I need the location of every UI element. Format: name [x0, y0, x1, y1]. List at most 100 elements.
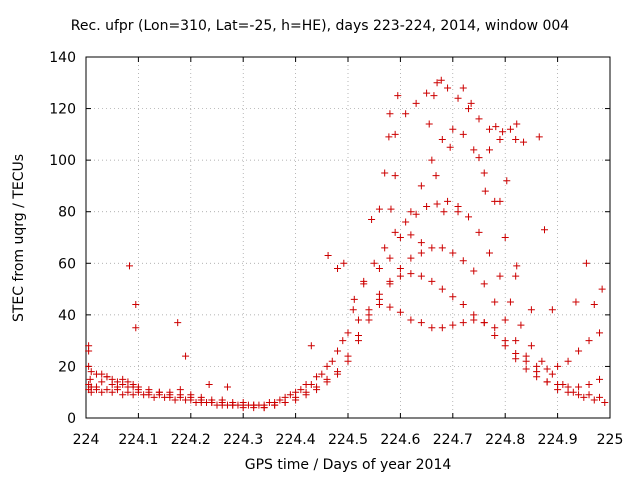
data-point — [381, 244, 389, 252]
data-point — [307, 342, 315, 350]
data-point — [417, 239, 425, 247]
data-point — [134, 388, 142, 396]
data-point — [501, 342, 509, 350]
data-point — [281, 399, 289, 407]
x-tick-label: 224.2 — [171, 432, 211, 448]
y-tick-label: 100 — [49, 153, 76, 169]
data-point — [260, 404, 268, 412]
data-point — [454, 94, 462, 102]
data-point — [205, 380, 213, 388]
data-point — [155, 391, 163, 399]
data-point — [470, 267, 478, 275]
data-point — [590, 301, 598, 309]
data-point — [349, 306, 357, 314]
data-point — [449, 293, 457, 301]
data-point — [412, 99, 420, 107]
data-point — [520, 138, 528, 146]
data-point — [572, 298, 580, 306]
y-tick-labels: 0 20 40 60 80 100 120 140 — [49, 50, 76, 427]
data-point — [365, 316, 373, 324]
data-point — [459, 301, 467, 309]
data-point — [543, 365, 551, 373]
data-point — [302, 391, 310, 399]
chart-title: Rec. ufpr (Lon=310, Lat=-25, h=HE), days… — [70, 18, 570, 34]
data-point — [522, 352, 530, 360]
data-point — [543, 378, 551, 386]
data-point — [440, 208, 448, 216]
x-tick-label: 225 — [597, 432, 624, 448]
data-point — [513, 120, 521, 128]
data-point — [417, 249, 425, 257]
data-point — [98, 388, 106, 396]
data-point — [533, 368, 541, 376]
data-point — [428, 156, 436, 164]
data-point — [585, 391, 593, 399]
data-point — [485, 146, 493, 154]
data-point — [492, 123, 500, 131]
y-tick-label: 140 — [49, 50, 76, 66]
data-point — [512, 272, 520, 280]
data-point — [501, 316, 509, 324]
data-point — [582, 259, 590, 267]
data-point — [527, 306, 535, 314]
data-point — [182, 352, 190, 360]
data-point — [255, 401, 263, 409]
data-point — [496, 272, 504, 280]
data-point — [470, 311, 478, 319]
data-point — [512, 355, 520, 363]
data-point — [171, 396, 179, 404]
data-point — [223, 401, 231, 409]
data-point — [585, 337, 593, 345]
data-point — [517, 321, 525, 329]
data-point — [396, 234, 404, 241]
data-point — [465, 105, 473, 113]
y-tick-label: 0 — [67, 411, 76, 427]
data-point — [98, 378, 106, 386]
data-point — [354, 337, 362, 345]
data-point — [590, 396, 598, 404]
x-tick-label: 224.5 — [328, 432, 368, 448]
data-point — [437, 76, 445, 84]
data-point — [596, 329, 604, 337]
data-point — [87, 368, 95, 376]
data-point — [98, 370, 106, 378]
data-point — [250, 404, 258, 412]
data-point — [150, 393, 158, 401]
data-point — [513, 262, 521, 270]
data-point — [575, 383, 583, 391]
data-point — [407, 208, 415, 216]
data-point — [535, 133, 543, 141]
data-point — [428, 324, 436, 332]
data-point — [103, 373, 111, 381]
data-point — [103, 386, 111, 394]
data-point — [396, 308, 404, 316]
data-point — [129, 391, 137, 399]
data-point — [491, 298, 499, 306]
data-point — [394, 92, 402, 100]
data-point — [506, 125, 514, 133]
data-point — [496, 136, 504, 144]
data-point — [481, 187, 489, 195]
data-point — [129, 383, 137, 391]
data-point — [475, 115, 483, 123]
data-point — [328, 357, 336, 365]
data-point — [239, 404, 247, 412]
data-point — [485, 125, 493, 133]
data-point — [292, 396, 300, 404]
data-point — [499, 128, 507, 136]
data-point — [432, 172, 440, 180]
data-point — [387, 205, 395, 213]
data-point — [417, 182, 425, 190]
data-point — [423, 203, 431, 211]
data-point — [485, 249, 493, 257]
data-point — [276, 396, 284, 404]
data-point — [125, 262, 133, 270]
data-point — [417, 272, 425, 280]
data-point — [161, 393, 169, 401]
data-point — [85, 347, 93, 355]
data-point — [108, 388, 116, 396]
y-tick-label: 20 — [58, 359, 76, 375]
data-point — [344, 329, 352, 337]
data-point — [475, 228, 483, 236]
data-point — [307, 380, 315, 388]
